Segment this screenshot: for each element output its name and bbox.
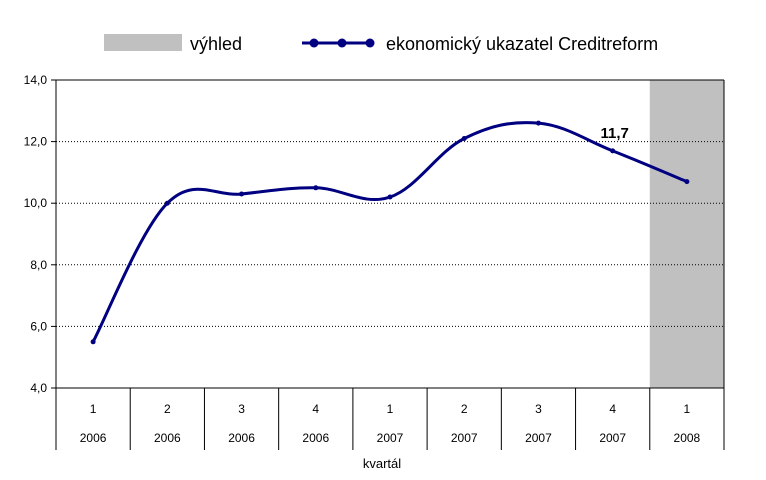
data-point xyxy=(313,185,319,191)
data-point xyxy=(387,194,393,200)
x-tick-label-quarter: 1 xyxy=(387,402,394,416)
data-point xyxy=(684,179,690,185)
legend-marker xyxy=(337,38,347,48)
x-tick-label-year: 2006 xyxy=(80,431,107,445)
x-tick-label-year: 2006 xyxy=(228,431,255,445)
y-tick-label: 4,0 xyxy=(30,381,47,395)
legend-forecast-label: výhled xyxy=(190,34,242,54)
x-tick-label-quarter: 3 xyxy=(535,402,542,416)
annotations: 11,7 xyxy=(600,125,628,142)
data-point xyxy=(90,339,96,345)
x-tick-label-year: 2007 xyxy=(377,431,404,445)
data-point xyxy=(610,148,616,154)
x-tick-label-year: 2006 xyxy=(302,431,329,445)
legend-marker xyxy=(365,38,375,48)
legend-forecast-swatch xyxy=(104,34,182,51)
x-tick-label-year: 2007 xyxy=(525,431,552,445)
x-tick-label-quarter: 4 xyxy=(609,402,616,416)
y-tick-label: 12,0 xyxy=(24,135,48,149)
y-tick-label: 10,0 xyxy=(24,196,48,210)
x-axis-title: kvartál xyxy=(363,456,401,471)
axes xyxy=(55,80,725,389)
x-tick-label-year: 2007 xyxy=(451,431,478,445)
x-tick-label-quarter: 1 xyxy=(90,402,97,416)
plot-area: 4,0 6,0 8,0 10,0 12,0 14,0 1 2006 2 2006 3 2006 4 20… xyxy=(24,73,725,450)
data-point xyxy=(535,120,541,126)
x-tick-label-quarter: 1 xyxy=(684,402,691,416)
legend-marker xyxy=(309,38,319,48)
data-point xyxy=(239,191,245,197)
data-label: 11,7 xyxy=(600,125,628,142)
x-tick-label-year: 2006 xyxy=(154,431,181,445)
x-category-table: 1 2006 2 2006 3 2006 4 2006 1 2007 2 2007 3 2007 4 2007… xyxy=(55,388,725,450)
legend-series-markers xyxy=(309,38,375,48)
gridlines xyxy=(56,79,724,327)
x-tick-label-quarter: 2 xyxy=(164,402,171,416)
x-tick-label-quarter: 2 xyxy=(461,402,468,416)
x-tick-label-year: 2007 xyxy=(599,431,626,445)
y-tick-labels: 4,0 6,0 8,0 10,0 12,0 14,0 xyxy=(24,73,56,395)
legend: výhled ekonomický ukazatel Creditreform xyxy=(104,34,658,54)
legend-series-label: ekonomický ukazatel Creditreform xyxy=(386,34,658,54)
x-tick-label-quarter: 4 xyxy=(312,402,319,416)
y-tick-label: 14,0 xyxy=(24,73,48,87)
y-tick-label: 8,0 xyxy=(30,258,47,272)
data-point xyxy=(164,200,170,206)
forecast-band xyxy=(649,80,724,388)
series-points xyxy=(90,120,690,345)
x-tick-label-year: 2008 xyxy=(674,431,701,445)
series-line xyxy=(91,121,689,344)
y-tick-label: 6,0 xyxy=(30,319,47,333)
x-tick-label-quarter: 3 xyxy=(238,402,245,416)
data-point xyxy=(461,136,467,142)
